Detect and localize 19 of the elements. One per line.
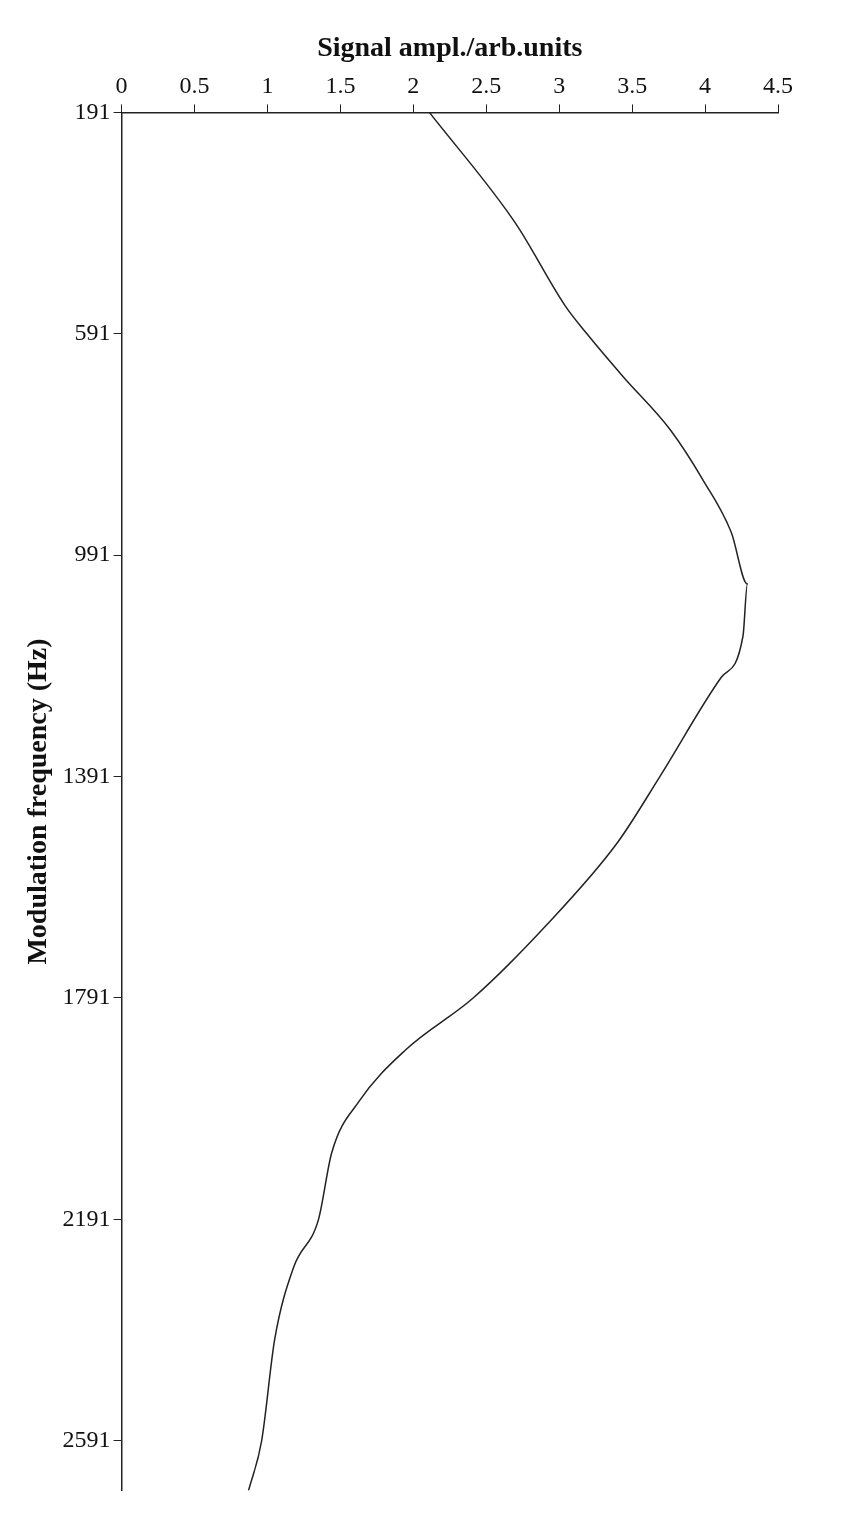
x-tick-label: 3.5 bbox=[617, 72, 648, 99]
y-tick-label: 591 bbox=[74, 319, 111, 346]
y-tick-label: 2591 bbox=[62, 1426, 111, 1453]
y-tick-label: 191 bbox=[74, 97, 111, 124]
y-tick-label: 1391 bbox=[62, 761, 111, 788]
y-axis-title: Modulation frequency (Hz) bbox=[21, 638, 53, 965]
x-tick-label: 0.5 bbox=[179, 72, 210, 99]
x-tick-label: 1 bbox=[261, 72, 274, 99]
x-tick-label: 2 bbox=[407, 72, 420, 99]
x-tick-label: 3 bbox=[553, 72, 566, 99]
x-tick-label: 2.5 bbox=[471, 72, 502, 99]
y-tick-label: 2191 bbox=[62, 1204, 111, 1231]
x-tick-label: 4 bbox=[699, 72, 712, 99]
x-tick-label: 0 bbox=[115, 72, 128, 99]
y-tick-label: 1791 bbox=[62, 983, 111, 1010]
y-tick-label: 991 bbox=[74, 540, 111, 567]
x-axis-title: Signal ampl./arb.units bbox=[317, 31, 583, 63]
x-tick-label: 1.5 bbox=[325, 72, 356, 99]
x-tick-label: 4.5 bbox=[763, 72, 793, 99]
